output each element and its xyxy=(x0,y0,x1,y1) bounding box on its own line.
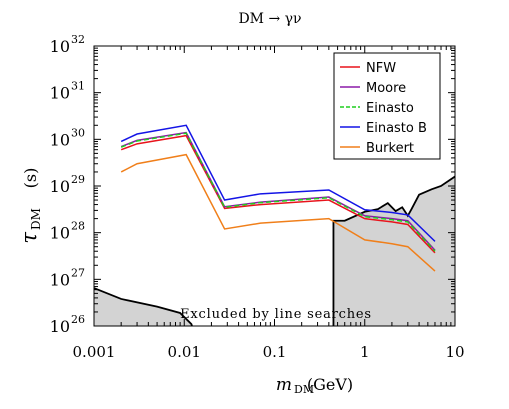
x-tick-label: 10 xyxy=(445,343,464,361)
excluded-region xyxy=(94,176,455,326)
y-tick-label-exponent: 32 xyxy=(71,33,85,46)
legend-label-nfw: NFW xyxy=(366,61,396,76)
y-axis-unit: (s) xyxy=(21,168,40,189)
legend-label-moore: Moore xyxy=(366,81,406,96)
excluded-boundary-line xyxy=(94,175,455,326)
legend-label-burkert: Burkert xyxy=(366,141,414,156)
y-tick-label: 10 xyxy=(50,224,70,243)
y-tick-label: 10 xyxy=(50,84,70,103)
legend-label-einasto-b: Einasto B xyxy=(366,121,427,136)
y-tick-label-exponent: 26 xyxy=(71,313,85,326)
y-tick-label-exponent: 31 xyxy=(71,80,85,93)
excluded-region-label: Excluded by line searches xyxy=(180,307,372,322)
series-line-einasto xyxy=(120,132,436,252)
y-tick-label: 10 xyxy=(50,270,70,289)
y-axis-label-sub: DM xyxy=(29,208,43,230)
legend-label-einasto: Einasto xyxy=(366,101,414,116)
y-axis-label: τ xyxy=(17,232,41,244)
legend-box xyxy=(333,52,441,160)
x-tick-label: 0.001 xyxy=(73,343,116,361)
y-axis-label-group: τ DM (s) xyxy=(17,168,43,244)
y-tick-label: 10 xyxy=(50,177,70,196)
y-tick-label-exponent: 30 xyxy=(71,126,85,139)
y-tick-label-exponent: 28 xyxy=(71,220,85,233)
x-tick-label: 0.1 xyxy=(263,343,287,361)
x-axis-label: m xyxy=(276,375,292,395)
chart-title: DM → γν xyxy=(238,11,301,27)
y-tick-label: 10 xyxy=(50,130,70,149)
y-tick-label: 10 xyxy=(50,37,70,56)
y-tick-label-exponent: 29 xyxy=(71,173,85,186)
series-line-burkert xyxy=(120,153,436,272)
x-tick-label: 0.01 xyxy=(168,343,201,361)
x-tick-label: 1 xyxy=(360,343,370,361)
y-tick-label-exponent: 27 xyxy=(71,266,85,279)
y-tick-label: 10 xyxy=(50,317,70,336)
series-line-nfw xyxy=(120,134,436,254)
x-axis-label-sub: DM xyxy=(294,383,314,396)
series-line-einasto-b xyxy=(120,124,436,242)
legend: NFW Moore Einasto Einasto B Burkert xyxy=(333,52,441,160)
x-axis-unit: (GeV) xyxy=(307,375,353,394)
